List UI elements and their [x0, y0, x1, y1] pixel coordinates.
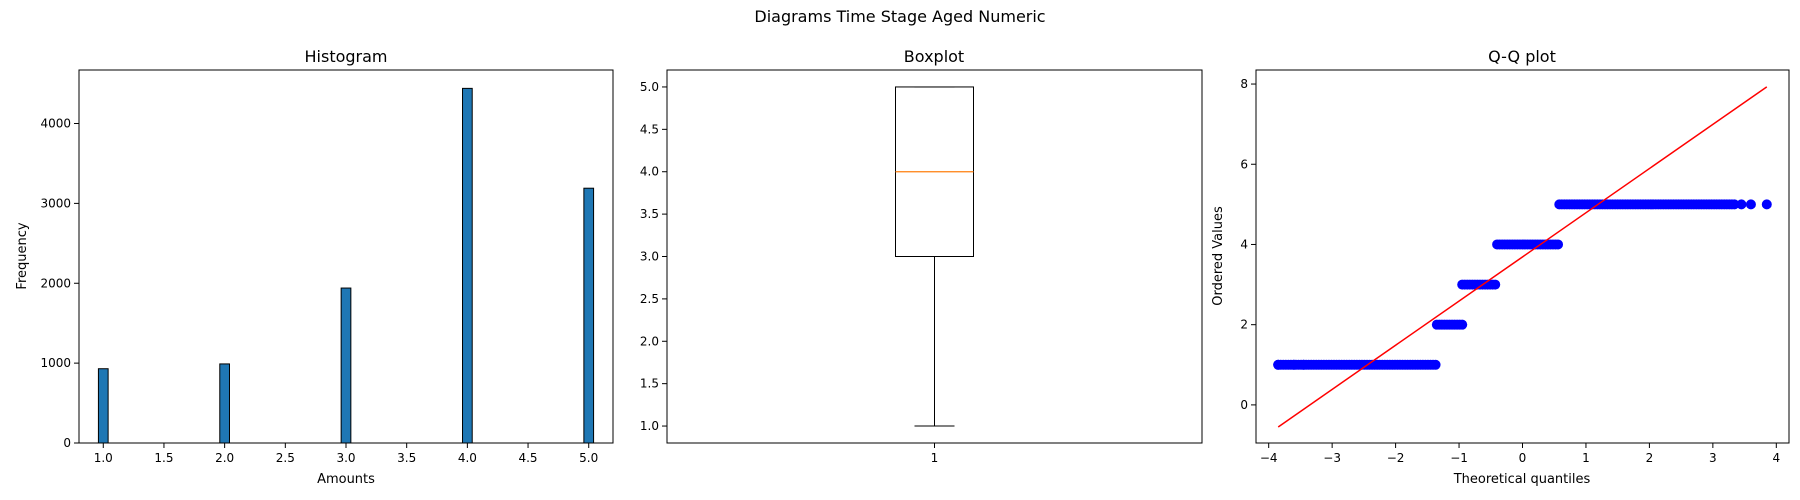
- boxplot-y-tick-label: 3.0: [640, 250, 659, 264]
- qq-point: [1430, 359, 1441, 370]
- qq-x-tick-label: −3: [1323, 451, 1341, 465]
- qq-y-tick-label: 2: [1240, 318, 1248, 332]
- histogram-y-label: Frequency: [15, 222, 30, 289]
- qq-x-tick-label: −4: [1260, 451, 1278, 465]
- qq-point: [1761, 199, 1772, 210]
- boxplot-title: Boxplot: [904, 47, 964, 66]
- histogram-x-tick-label: 1.0: [94, 451, 113, 465]
- histogram-y-tick-label: 4000: [40, 117, 71, 131]
- histogram-x-tick-label: 5.0: [579, 451, 598, 465]
- qq-x-tick-label: 0: [1519, 451, 1527, 465]
- boxplot-y-tick-label: 4.5: [640, 122, 659, 136]
- histogram-x-tick-label: 2.5: [276, 451, 295, 465]
- boxplot-axes-frame: [666, 69, 1203, 444]
- boxplot-y-tick-label: 2.5: [640, 292, 659, 306]
- qq-y-tick-label: 8: [1240, 77, 1248, 91]
- boxplot-y-tick-label: 3.5: [640, 207, 659, 221]
- boxplot-y-tick-label: 5.0: [640, 80, 659, 94]
- histogram-x-tick-label: 3.5: [397, 451, 416, 465]
- qq-y-ticks: 0 2 4 6 8: [1240, 77, 1256, 412]
- qq-title: Q-Q plot: [1488, 47, 1556, 66]
- qq-x-ticks: −4 −3 −2 −1 0 1 2 3 4: [1260, 443, 1780, 465]
- histogram-bars: [97, 87, 595, 444]
- boxplot-x-tick-label: 1: [931, 451, 939, 465]
- histogram-y-tick-label: 3000: [40, 196, 71, 210]
- histogram-x-tick-label: 2.0: [215, 451, 234, 465]
- histogram-x-tick-label: 3.0: [336, 451, 355, 465]
- qq-points: [1273, 199, 1772, 370]
- qq-x-tick-label: −1: [1450, 451, 1468, 465]
- qq-y-tick-label: 4: [1240, 237, 1248, 251]
- qq-axes-frame: [1255, 69, 1790, 444]
- qq-x-label: Theoretical quantiles: [1453, 472, 1591, 487]
- histogram-title: Histogram: [305, 47, 388, 66]
- boxplot-panel: Boxplot 1 1.0 1.5 2.0 2.5 3.0 3.5 4.0 4.5 5.0: [640, 47, 1203, 465]
- histogram-bar: [583, 187, 595, 444]
- histogram-axes-frame: [78, 69, 614, 444]
- histogram-y-tick-label: 1000: [40, 356, 71, 370]
- figure-title: Diagrams Time Stage Aged Numeric: [754, 7, 1046, 26]
- histogram-x-ticks: 1.0 1.5 2.0 2.5 3.0 3.5 4.0 4.5 5.0: [94, 443, 598, 465]
- qq-point: [1745, 199, 1756, 210]
- qq-fit-line-group: [1277, 86, 1768, 428]
- histogram-y-tick-label: 2000: [40, 276, 71, 290]
- qq-panel: Q-Q plot −4 −3 −2 −1 0 1 2 3 4 0 2 4 6 8 Theoretical…: [1211, 47, 1790, 487]
- qq-y-tick-label: 6: [1240, 157, 1248, 171]
- histogram-y-ticks: 0 1000 2000 3000 4000: [40, 117, 79, 450]
- qq-x-tick-label: 3: [1709, 451, 1717, 465]
- qq-point: [1273, 359, 1284, 370]
- boxplot-x-ticks: 1: [931, 443, 939, 465]
- qq-point: [1490, 279, 1501, 290]
- boxplot-y-tick-label: 1.0: [640, 419, 659, 433]
- boxplot-y-tick-label: 4.0: [640, 165, 659, 179]
- histogram-x-tick-label: 4.0: [458, 451, 477, 465]
- qq-point: [1729, 199, 1740, 210]
- qq-x-tick-label: 4: [1772, 451, 1780, 465]
- boxplot-y-ticks: 1.0 1.5 2.0 2.5 3.0 3.5 4.0 4.5 5.0: [640, 80, 667, 433]
- boxplot-box-group: [895, 86, 974, 427]
- histogram-bar: [340, 287, 352, 444]
- qq-point: [1289, 359, 1300, 370]
- histogram-panel: Histogram 1.0 1.5 2.0 2.5 3.0 3.5 4.0 4.5 5.0 0 1…: [15, 47, 614, 487]
- qq-point: [1736, 199, 1747, 210]
- qq-x-tick-label: 2: [1646, 451, 1654, 465]
- qq-fit-line: [1277, 86, 1768, 428]
- qq-x-tick-label: 1: [1582, 451, 1590, 465]
- qq-point: [1553, 239, 1564, 250]
- qq-point: [1457, 319, 1468, 330]
- histogram-y-tick-label: 0: [63, 436, 71, 450]
- histogram-x-label: Amounts: [317, 472, 375, 487]
- qq-y-label: Ordered Values: [1211, 206, 1226, 306]
- histogram-bar: [462, 87, 473, 444]
- histogram-bar: [97, 368, 109, 444]
- qq-x-tick-label: −2: [1387, 451, 1405, 465]
- qq-y-tick-label: 0: [1240, 398, 1248, 412]
- boxplot-y-tick-label: 1.5: [640, 377, 659, 391]
- histogram-x-tick-label: 1.5: [154, 451, 173, 465]
- histogram-bar: [219, 363, 230, 444]
- histogram-x-tick-label: 4.5: [518, 451, 537, 465]
- qq-point: [1298, 359, 1309, 370]
- boxplot-y-tick-label: 2.0: [640, 334, 659, 348]
